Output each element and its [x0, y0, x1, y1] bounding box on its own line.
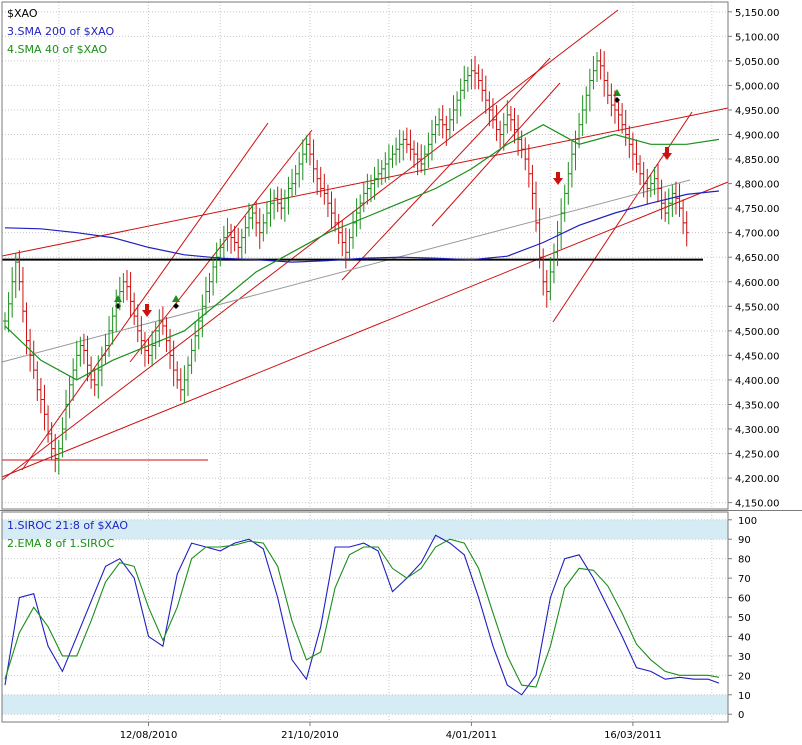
date-tick-label: 4/01/2011	[446, 730, 497, 741]
price-pane-frame	[1, 1, 729, 510]
siroc-series-line	[4, 534, 720, 696]
channel-line	[341, 57, 551, 281]
price-tick-label: 5,050.00	[735, 57, 780, 68]
channel-line	[431, 82, 561, 227]
sell-arrow-shaft	[145, 304, 149, 310]
date-tick-label: 16/03/2011	[604, 730, 662, 741]
legend-title: $XAO	[7, 7, 38, 20]
price-annotations	[1, 9, 729, 481]
price-tick-label: 4,550.00	[735, 302, 780, 313]
sell-arrow-shaft	[556, 172, 560, 178]
price-axis: 4,150.00 4,200.00 4,250.00 4,300.00 4,350.00…	[728, 8, 780, 510]
siroc-tick-label: 50	[738, 613, 751, 624]
price-tick-label: 5,000.00	[735, 81, 780, 92]
siroc-tick-label: 90	[738, 535, 751, 546]
price-tick-label: 4,450.00	[735, 351, 780, 362]
siroc-tick-label: 40	[738, 632, 751, 643]
price-tick-label: 4,850.00	[735, 155, 780, 166]
price-tick-label: 4,750.00	[735, 204, 780, 215]
channel-line	[1, 9, 619, 481]
channel-line	[1, 107, 729, 257]
date-tick-label: 21/10/2010	[281, 730, 339, 741]
buy-arrow-icon	[613, 89, 621, 96]
siroc-series-line	[4, 538, 720, 688]
siroc-tick-label: 10	[738, 691, 751, 702]
price-tick-label: 4,300.00	[735, 425, 780, 436]
legend-sma40: 4.SMA 40 of $XAO	[7, 43, 107, 56]
legend-siroc: 1.SIROC 21:8 of $XAO	[7, 519, 128, 532]
siroc-pane-frame	[1, 511, 729, 723]
sell-arrow-icon	[662, 153, 672, 160]
legend-ema: 2.EMA 8 of 1.SIROC	[7, 537, 115, 550]
price-tick-label: 4,150.00	[735, 499, 780, 510]
price-tick-label: 4,500.00	[735, 327, 780, 338]
channel-line	[1, 181, 729, 478]
siroc-band	[2, 519, 728, 540]
series-line	[4, 124, 720, 381]
price-tick-label: 4,700.00	[735, 229, 780, 240]
siroc-tick-label: 30	[738, 652, 751, 663]
buy-marker-icon	[173, 303, 179, 309]
channel-line	[552, 111, 693, 323]
price-indicators	[4, 124, 720, 381]
date-tick-label: 12/08/2010	[120, 730, 178, 741]
legends: $XAO 3.SMA 200 of $XAO 4.SMA 40 of $XAO …	[7, 7, 128, 550]
sell-arrow-shaft	[665, 147, 669, 153]
sell-arrow-icon	[142, 310, 152, 317]
price-tick-label: 4,650.00	[735, 253, 780, 264]
channel-line	[21, 122, 269, 471]
price-tick-label: 4,400.00	[735, 376, 780, 387]
siroc-tick-label: 70	[738, 574, 751, 585]
price-bars	[3, 49, 689, 475]
siroc-band	[2, 694, 728, 715]
series-line	[4, 190, 720, 263]
price-tick-label: 4,600.00	[735, 278, 780, 289]
price-tick-label: 4,350.00	[735, 400, 780, 411]
buy-arrow-icon	[172, 295, 180, 302]
siroc-tick-label: 60	[738, 594, 751, 605]
price-tick-label: 4,200.00	[735, 474, 780, 485]
price-tick-label: 4,950.00	[735, 106, 780, 117]
sell-arrow-icon	[553, 178, 563, 185]
price-tick-label: 5,100.00	[735, 32, 780, 43]
price-tick-label: 4,250.00	[735, 450, 780, 461]
siroc-tick-label: 100	[738, 516, 757, 527]
siroc-lines	[4, 534, 720, 696]
pane-frames	[0, 1, 802, 723]
siroc-grid	[2, 512, 728, 722]
legend-sma200: 3.SMA 200 of $XAO	[7, 25, 114, 38]
channel-line	[129, 129, 313, 363]
price-tick-label: 5,150.00	[735, 8, 780, 19]
price-tick-label: 4,800.00	[735, 180, 780, 191]
siroc-tick-label: 80	[738, 555, 751, 566]
price-tick-label: 4,900.00	[735, 131, 780, 142]
siroc-tick-label: 0	[738, 710, 744, 721]
siroc-axis: 0 10 20 30 40 50 60 70 80 90 100	[728, 516, 757, 721]
siroc-tick-label: 20	[738, 671, 751, 682]
date-axis: 12/08/2010 21/10/2010 4/01/2011 16/03/2011	[120, 722, 662, 741]
